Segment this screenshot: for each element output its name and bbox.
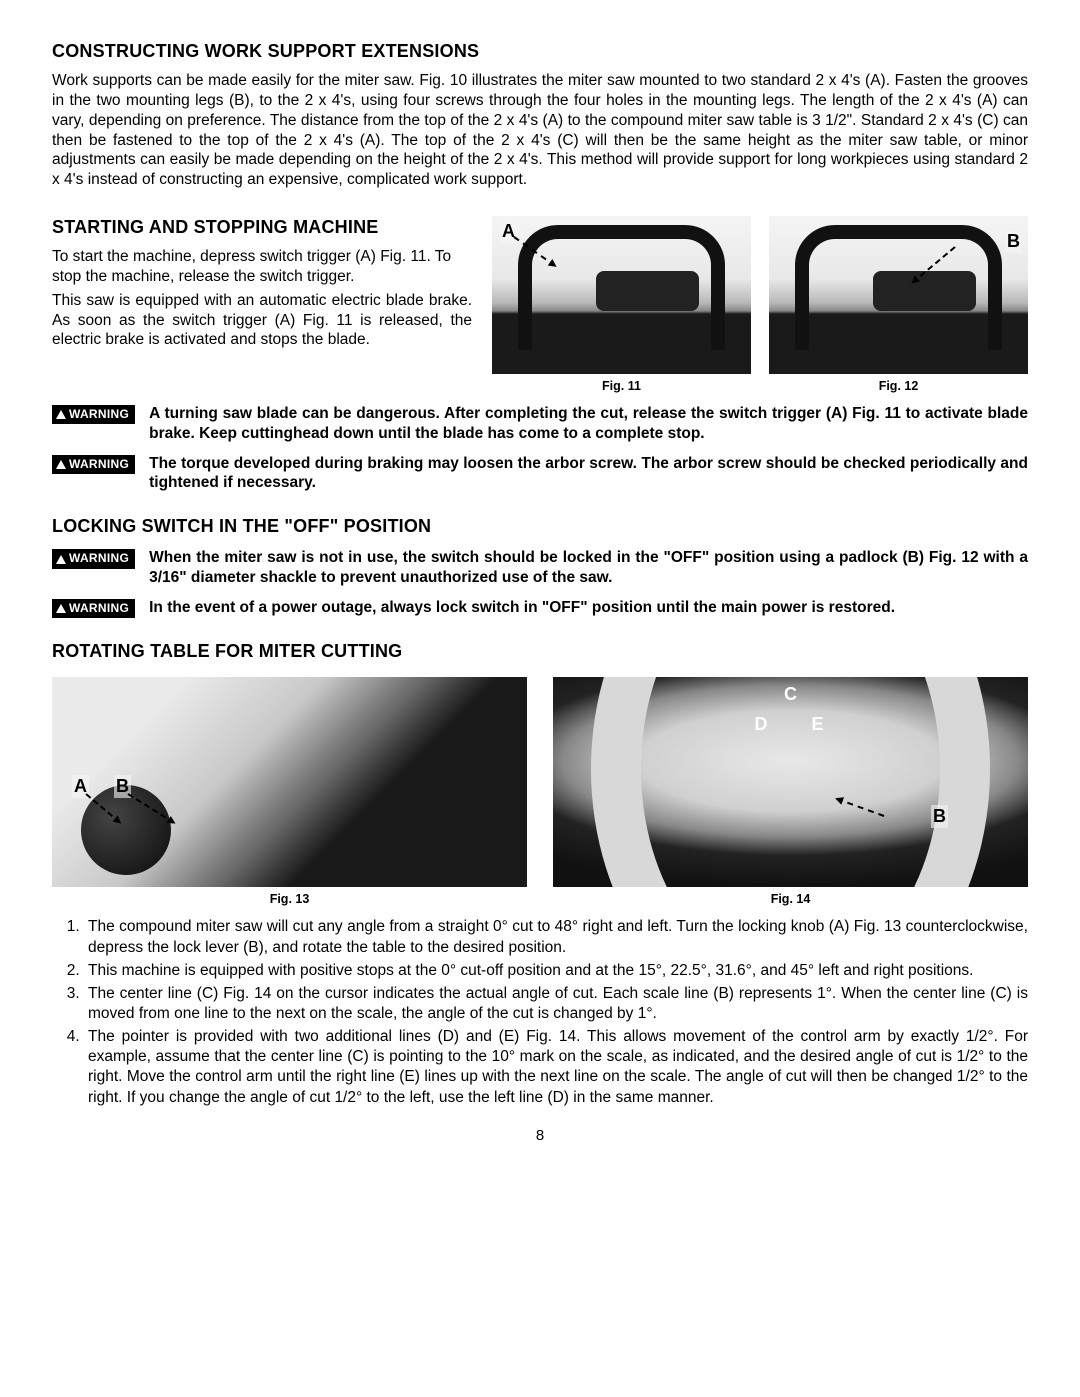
warning-row-2: WARNING The torque developed during brak… [52,454,1028,494]
warning-text-1: A turning saw blade can be dangerous. Af… [149,404,1028,444]
warning-badge-icon: WARNING [52,599,135,618]
heading-start-stop: STARTING AND STOPPING MACHINE [52,216,472,239]
fig14-label-b: B [931,805,948,828]
fig12-label-b: B [1005,230,1022,253]
warning-text-4: In the event of a power outage, always l… [149,598,1028,618]
warning-label: WARNING [69,457,129,472]
fig11-caption: Fig. 11 [602,378,641,394]
figure-14: C D E B Fig. 14 [553,677,1028,907]
warning-badge-icon: WARNING [52,549,135,568]
para-brake: This saw is equipped with an automatic e… [52,291,472,350]
heading-locking-off: LOCKING SWITCH IN THE "OFF" POSITION [52,515,1028,538]
warning-label: WARNING [69,407,129,422]
fig11-label-a: A [500,220,517,243]
warning-label: WARNING [69,601,129,616]
warning-text-3: When the miter saw is not in use, the sw… [149,548,1028,588]
warning-row-4: WARNING In the event of a power outage, … [52,598,1028,618]
figure-13: A B Fig. 13 [52,677,527,907]
step-1: The compound miter saw will cut any angl… [84,917,1028,957]
section-start-stop: STARTING AND STOPPING MACHINE To start t… [52,216,1028,394]
figure-12: B Fig. 12 [769,216,1028,394]
section-work-support: CONSTRUCTING WORK SUPPORT EXTENSIONS Wor… [52,40,1028,190]
para-start: To start the machine, depress switch tri… [52,247,472,287]
warning-row-3: WARNING When the miter saw is not in use… [52,548,1028,588]
fig14-caption: Fig. 14 [771,891,811,907]
heading-rotating-table: ROTATING TABLE FOR MITER CUTTING [52,640,1028,663]
warning-badge-icon: WARNING [52,455,135,474]
figure-11: A Fig. 11 [492,216,751,394]
page-number: 8 [52,1126,1028,1145]
fig12-caption: Fig. 12 [879,378,919,394]
fig14-label-e: E [810,713,826,736]
fig14-label-d: D [753,713,770,736]
fig14-label-c: C [782,683,799,706]
warning-row-1: WARNING A turning saw blade can be dange… [52,404,1028,444]
step-2: This machine is equipped with positive s… [84,961,1028,981]
warning-label: WARNING [69,551,129,566]
heading-work-support: CONSTRUCTING WORK SUPPORT EXTENSIONS [52,40,1028,63]
step-3: The center line (C) Fig. 14 on the curso… [84,984,1028,1024]
step-4: The pointer is provided with two additio… [84,1027,1028,1108]
figures-row-rotating: A B Fig. 13 C D E B Fig. 14 [52,677,1028,907]
para-work-support: Work supports can be made easily for the… [52,71,1028,190]
fig13-caption: Fig. 13 [270,891,310,907]
warning-badge-icon: WARNING [52,405,135,424]
steps-list: The compound miter saw will cut any angl… [52,917,1028,1107]
warning-text-2: The torque developed during braking may … [149,454,1028,494]
